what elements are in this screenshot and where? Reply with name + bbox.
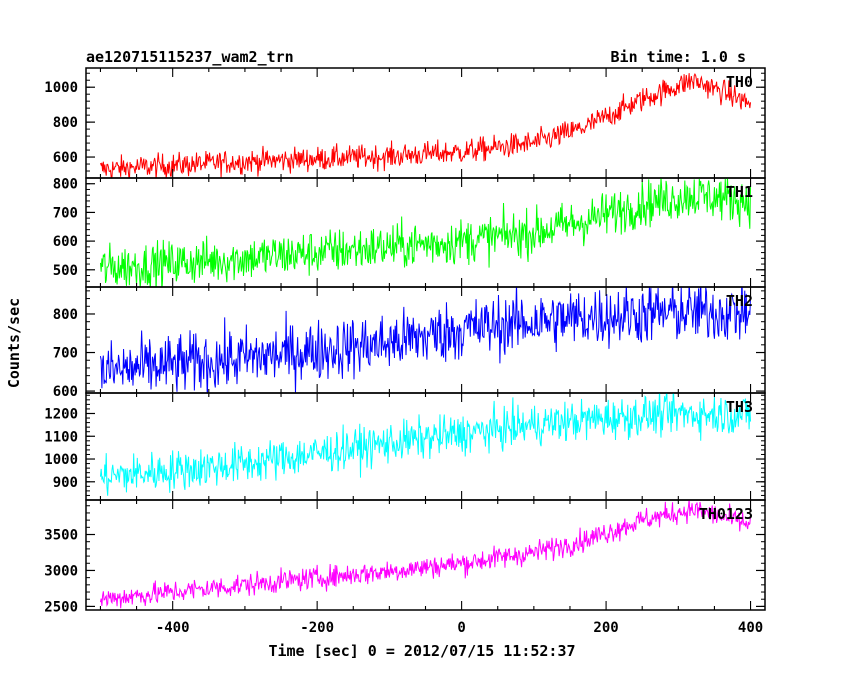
y-tick-label: 1100 [44, 429, 78, 445]
series-line-th1 [99, 178, 752, 287]
y-tick-label: 700 [53, 346, 78, 362]
panel-th0123: 2500 3000 3500 TH0123 [44, 499, 766, 615]
y-tick-label: 2500 [44, 599, 78, 615]
panel-label-th0: TH0 [726, 73, 753, 91]
y-tick-label: 800 [53, 177, 78, 193]
y-tick-label: 1200 [44, 406, 78, 422]
x-tick-label: -400 [156, 620, 190, 636]
panel-th0: 600 800 1000 TH0 [44, 67, 766, 179]
chart-title: ae120715115237_wam2_trn [86, 48, 294, 66]
panel-th1: 500 600 700 800 TH1 [53, 177, 766, 288]
y-tick-label: 600 [53, 150, 78, 166]
series-line-th2 [99, 287, 752, 393]
series-line-th3 [99, 393, 752, 496]
y-tick-label: 1000 [44, 452, 78, 468]
x-tick-label: 200 [593, 620, 618, 636]
series-line-th0123 [99, 500, 752, 609]
y-tick-label: 3000 [44, 563, 78, 579]
y-tick-label: 600 [53, 384, 78, 400]
panel-frame [85, 392, 766, 501]
y-tick-label: 900 [53, 475, 78, 491]
y-tick-label: 1000 [44, 80, 78, 96]
panels-group: 600 800 1000 TH0 500 600 700 800 TH1 600 700 800 TH2… [44, 67, 766, 636]
y-tick-label: 3500 [44, 528, 78, 544]
panel-frame [85, 499, 766, 611]
panel-label-th2: TH2 [726, 292, 753, 310]
x-tick-label: -200 [300, 620, 334, 636]
x-tick-label: 0 [457, 620, 465, 636]
y-axis-label: Counts/sec [5, 298, 23, 388]
y-tick-label: 500 [53, 263, 78, 279]
y-tick-label: 600 [53, 234, 78, 250]
y-tick-label: 800 [53, 115, 78, 131]
y-tick-label: 700 [53, 205, 78, 221]
panel-label-th0123: TH0123 [699, 505, 753, 523]
panel-th2: 600 700 800 TH2 [53, 286, 766, 400]
x-tick-label: 400 [738, 620, 763, 636]
panel-th3: 900 1000 1100 1200 TH3 [44, 392, 766, 501]
series-line-th0 [99, 73, 752, 178]
x-axis-label: Time [sec] 0 = 2012/07/15 11:52:37 [268, 642, 575, 660]
panel-label-th3: TH3 [726, 398, 753, 416]
panel-label-th1: TH1 [726, 183, 753, 201]
y-tick-label: 800 [53, 307, 78, 323]
bin-time-label: Bin time: 1.0 s [611, 48, 746, 66]
